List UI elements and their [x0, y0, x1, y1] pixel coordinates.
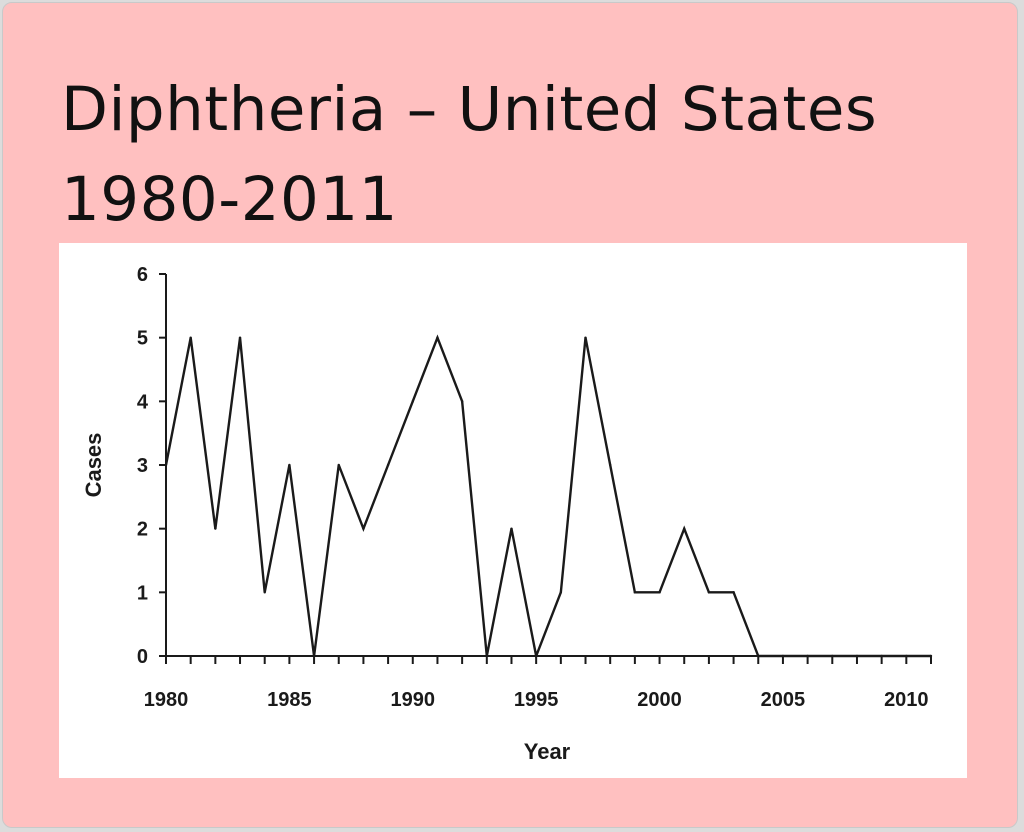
data-point: [164, 463, 168, 467]
y-tick-label: 3: [137, 455, 148, 477]
data-point: [831, 654, 834, 658]
data-point: [460, 400, 464, 403]
y-tick-label: 6: [137, 264, 148, 286]
data-point: [658, 591, 661, 594]
x-tick-label: 2005: [761, 689, 806, 711]
y-tick-label: 5: [137, 328, 148, 350]
data-point: [707, 591, 711, 594]
data-point: [411, 400, 414, 403]
data-point: [633, 591, 637, 594]
data-point: [189, 336, 192, 339]
data-point: [263, 591, 266, 594]
data-point: [683, 527, 686, 530]
slide-title: Diphtheria – United States 1980-2011: [61, 65, 877, 245]
data-point: [362, 527, 365, 530]
chart-panel: Year Cases 0 1 2 3 4 5 6 1980 1985 1990 1995 2000 20…: [59, 243, 967, 778]
slide-title-line-1: Diphtheria – United States: [61, 74, 878, 145]
y-tick-label: 1: [137, 582, 148, 604]
y-tick-label: 2: [137, 519, 148, 541]
slide-title-line-2: 1980-2011: [61, 164, 398, 235]
data-point: [386, 463, 390, 467]
data-point: [584, 336, 587, 339]
data-point: [929, 654, 933, 658]
data-point: [312, 654, 316, 658]
x-tick-label: 1980: [144, 689, 189, 711]
x-tick-label: 1985: [267, 689, 312, 711]
x-tick-label: 1990: [391, 689, 436, 711]
data-point: [757, 654, 760, 658]
data-point: [732, 591, 735, 594]
data-point: [288, 463, 291, 467]
data-point: [534, 654, 538, 658]
data-point: [559, 591, 563, 594]
series-line: [164, 334, 931, 661]
y-axis-label: Cases: [81, 433, 106, 498]
data-point: [880, 654, 883, 658]
data-point: [806, 654, 809, 658]
x-tick-label: 2010: [884, 689, 929, 711]
data-point: [337, 463, 340, 467]
x-tick-label: 2000: [637, 689, 682, 711]
data-point: [855, 654, 859, 658]
data-point: [238, 336, 242, 339]
y-tick-label: 0: [137, 646, 148, 668]
x-tick-label: 1995: [514, 689, 559, 711]
x-axis-label: Year: [524, 739, 571, 764]
data-point: [608, 463, 612, 467]
y-tick-label: 4: [137, 391, 149, 413]
data-point: [781, 654, 785, 658]
data-point: [905, 654, 908, 658]
data-point: [214, 527, 217, 530]
data-point: [485, 654, 489, 658]
data-point: [436, 336, 439, 339]
data-point: [510, 527, 513, 530]
cases-line-chart: Year Cases 0 1 2 3 4 5 6 1980 1985 1990 1995 2000 20…: [81, 264, 933, 764]
